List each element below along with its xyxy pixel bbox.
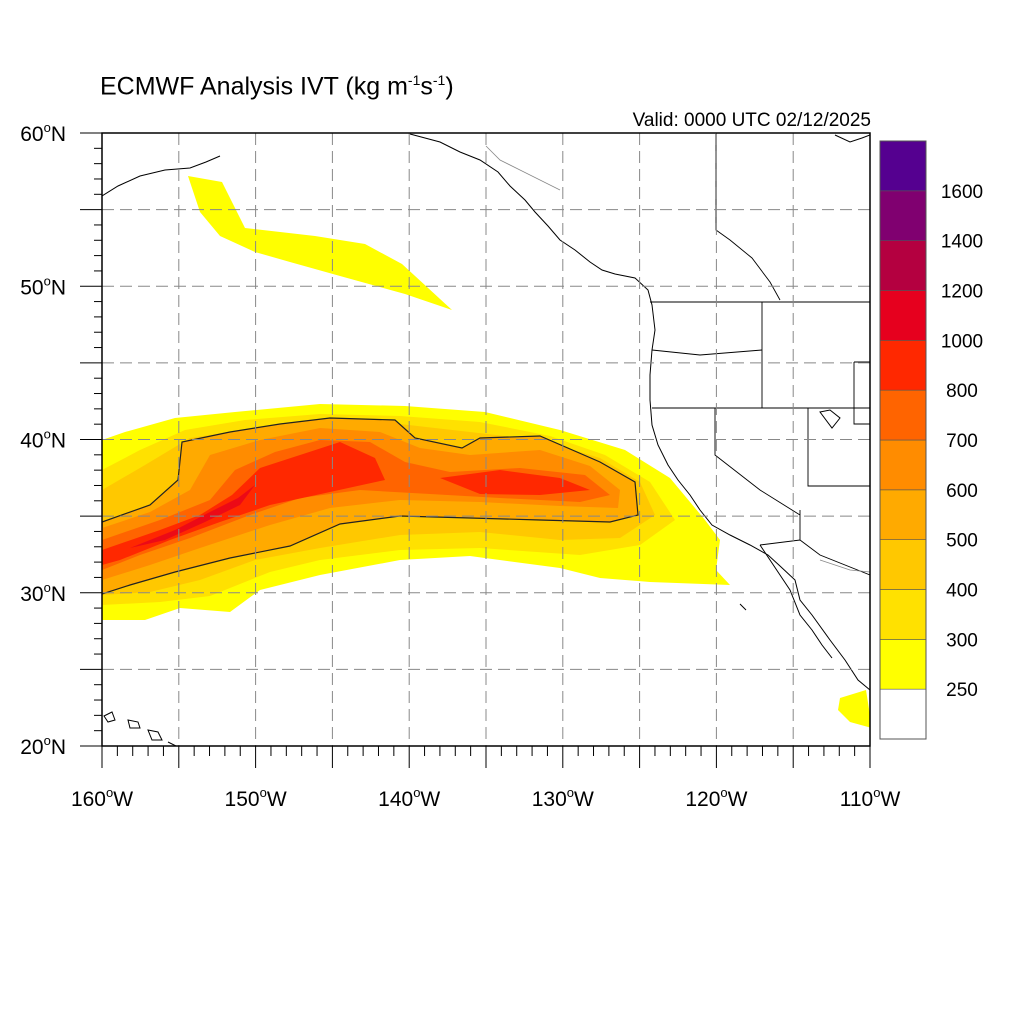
lon-label: 110oW <box>840 785 901 811</box>
colorbar-swatch <box>879 539 927 590</box>
colorbar-swatch <box>879 240 927 291</box>
lon-labels: 160oW 150oW 140oW 130oW 120oW 110oW <box>71 785 901 811</box>
lon-label: 120oW <box>685 785 747 811</box>
lat-labels: 60oN 50oN 40oN 30oN 20oN <box>20 120 66 759</box>
lon-label: 130oW <box>532 785 594 811</box>
lon-label: 160oW <box>71 785 133 811</box>
colorbar-label: 250 <box>946 680 978 701</box>
colorbar-swatch <box>879 688 927 740</box>
lon-label: 140oW <box>378 785 440 811</box>
lat-label: 60oN <box>20 120 66 146</box>
valid-time: Valid: 0000 UTC 02/12/2025 <box>632 110 871 131</box>
colorbar-label: 1600 <box>941 182 983 203</box>
coastlines <box>102 133 870 746</box>
colorbar-swatch <box>879 340 927 391</box>
country-border <box>485 145 870 573</box>
map-title: ECMWF Analysis IVT (kg m-1s-1) <box>100 72 454 101</box>
colorbar: 250 300 400 500 600 700 800 1000 1200 1400 1600 <box>879 140 983 740</box>
colorbar-swatch <box>879 489 927 540</box>
colorbar-label: 1400 <box>941 232 983 253</box>
ivt-band-800-east <box>440 470 590 495</box>
colorbar-swatch <box>879 389 927 441</box>
lon-label: 150oW <box>225 785 287 811</box>
map-area <box>102 133 870 746</box>
graticule <box>102 133 870 746</box>
colorbar-swatch <box>879 290 927 341</box>
ivt-band-250-south <box>838 690 870 728</box>
lat-label: 40oN <box>20 427 66 453</box>
lat-label: 20oN <box>20 733 66 759</box>
colorbar-label: 400 <box>946 581 978 602</box>
colorbar-label: 600 <box>946 481 978 502</box>
ivt-band-600 <box>102 428 620 580</box>
colorbar-label: 700 <box>946 431 978 452</box>
lat-label: 50oN <box>20 273 66 299</box>
colorbar-swatch <box>879 140 927 192</box>
colorbar-label: 500 <box>946 531 978 552</box>
colorbar-swatch <box>879 439 927 491</box>
colorbar-swatch <box>879 589 927 640</box>
colorbar-label: 800 <box>946 381 978 402</box>
lat-label: 30oN <box>20 580 66 606</box>
colorbar-swatch <box>879 190 927 241</box>
ivt-band-250-north <box>188 176 452 310</box>
colorbar-label: 1200 <box>941 282 983 303</box>
colorbar-swatch <box>879 639 927 690</box>
axis-ticks <box>80 132 871 768</box>
colorbar-frame <box>879 140 927 740</box>
colorbar-label: 1000 <box>941 331 983 352</box>
colorbar-label: 300 <box>946 630 978 651</box>
